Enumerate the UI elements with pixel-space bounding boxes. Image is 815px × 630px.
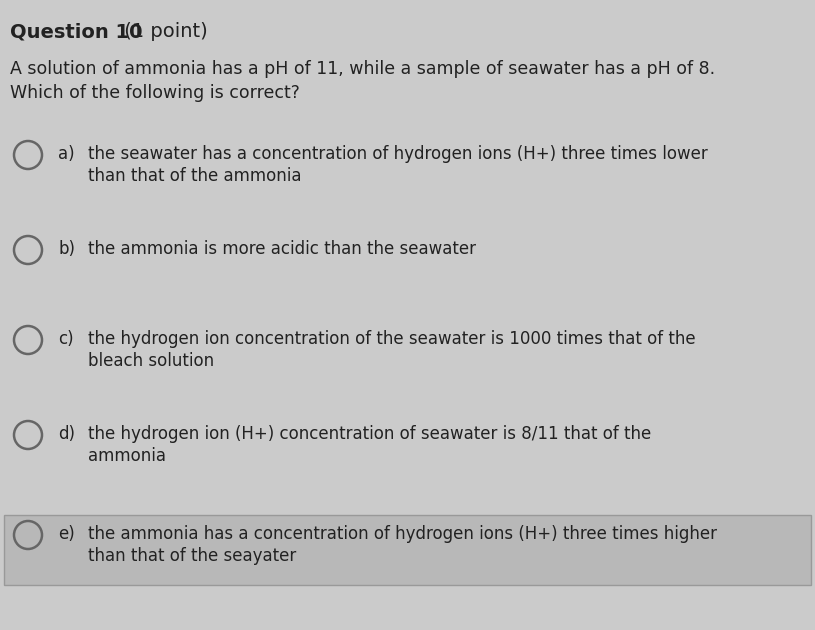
Text: the seawater has a concentration of hydrogen ions (H+) three times lower: the seawater has a concentration of hydr… (88, 145, 707, 163)
Text: a): a) (58, 145, 75, 163)
Text: Question 10: Question 10 (10, 22, 143, 41)
Text: ammonia: ammonia (88, 447, 166, 465)
Text: the ammonia is more acidic than the seawater: the ammonia is more acidic than the seaw… (88, 240, 476, 258)
Text: d): d) (58, 425, 75, 443)
Text: than that of the seaуater: than that of the seaуater (88, 547, 296, 565)
Text: c): c) (58, 330, 73, 348)
Text: b): b) (58, 240, 75, 258)
Text: the hydrogen ion concentration of the seawater is 1000 times that of the: the hydrogen ion concentration of the se… (88, 330, 696, 348)
Text: e): e) (58, 525, 75, 543)
Text: A solution of ammonia has a pH of 11, while a sample of seawater has a pH of 8.
: A solution of ammonia has a pH of 11, wh… (10, 60, 715, 102)
Text: bleach solution: bleach solution (88, 352, 214, 370)
FancyBboxPatch shape (4, 515, 811, 585)
Text: the hydrogen ion (H+) concentration of seawater is 8/11 that of the: the hydrogen ion (H+) concentration of s… (88, 425, 651, 443)
Text: than that of the ammonia: than that of the ammonia (88, 167, 302, 185)
Text: the ammonia has a concentration of hydrogen ions (H+) three times higher: the ammonia has a concentration of hydro… (88, 525, 717, 543)
Text: (1 point): (1 point) (118, 22, 208, 41)
